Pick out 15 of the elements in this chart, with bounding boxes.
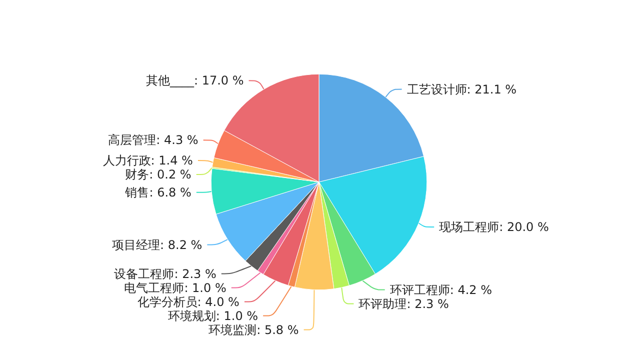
slice-label: 现场工程师: 20.0 %	[439, 220, 549, 234]
slice-label: 财务: 0.2 %	[125, 168, 192, 182]
slice-label: 高层管理: 4.3 %	[108, 133, 198, 148]
slice-label: 设备工程师: 2.3 %	[114, 266, 216, 281]
slice-label: 人力行政: 1.4 %	[102, 154, 193, 168]
slice-label: 电气工程师: 1.0 %	[124, 280, 226, 295]
slice-label: 项目经理: 8.2 %	[112, 238, 202, 252]
slice-label: 其他____: 17.0 %	[146, 74, 244, 88]
slice-label: 工艺设计师: 21.1 %	[406, 82, 517, 96]
slice-label: 环境监测: 5.8 %	[208, 322, 299, 337]
slice-label: 销售: 6.8 %	[124, 185, 192, 200]
slice-label: 环评助理: 2.3 %	[358, 296, 449, 311]
slice-label: 化学分析员: 4.0 %	[137, 294, 240, 309]
slice-label: 环境规划: 1.0 %	[168, 308, 258, 323]
slice-label: 环评工程师: 4.2 %	[390, 282, 492, 297]
